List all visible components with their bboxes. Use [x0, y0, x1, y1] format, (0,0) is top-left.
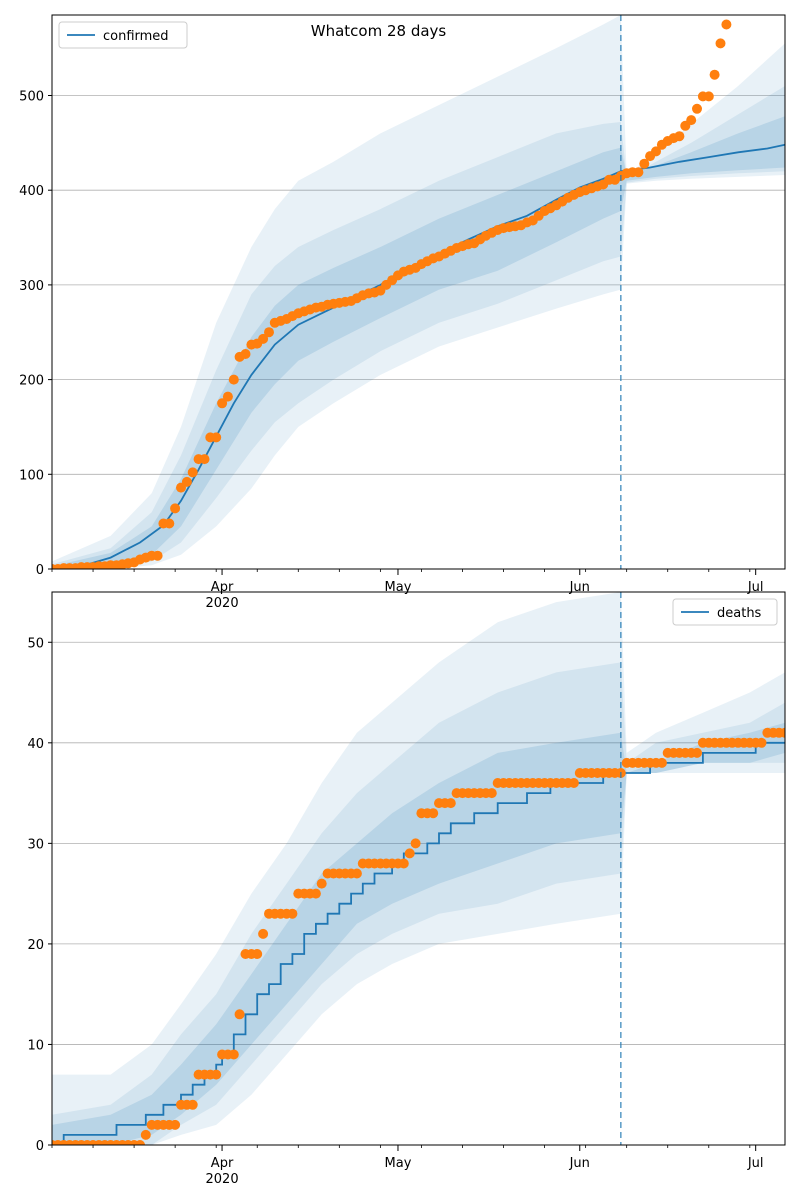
- observed-data-point: [715, 38, 726, 49]
- observed-data-point: [187, 467, 198, 478]
- y-tick-label: 30: [27, 837, 44, 852]
- observed-data-point: [258, 333, 269, 344]
- axes-frame: [51, 14, 786, 570]
- legend-box: [672, 598, 778, 626]
- y-tick-label: 100: [19, 468, 44, 483]
- x-tick-label: Jun: [569, 1156, 590, 1171]
- observed-data-point: [486, 788, 497, 799]
- observed-data-point: [170, 1119, 181, 1130]
- observed-data-point: [351, 868, 362, 879]
- observed-data-point: [410, 838, 421, 849]
- y-tick-label: 40: [27, 737, 44, 752]
- observed-data-point: [445, 798, 456, 809]
- observed-data-point: [692, 103, 702, 114]
- x-tick-label: Jul: [747, 1156, 764, 1171]
- x-tick-label: May: [385, 580, 412, 595]
- observed-data-point: [152, 550, 163, 561]
- y-tick-label: 0: [36, 563, 44, 578]
- y-tick-label: 0: [36, 1139, 44, 1154]
- observed-data-point: [674, 131, 685, 142]
- observed-data-point: [217, 398, 228, 409]
- y-tick-label: 200: [19, 374, 44, 389]
- observed-data-point: [170, 503, 181, 514]
- observed-data-point: [633, 167, 644, 178]
- uncertainty-band-outer: [52, 592, 785, 1145]
- uncertainty-band-inner: [52, 116, 785, 569]
- observed-data-point: [135, 1140, 145, 1145]
- observed-data-point: [310, 888, 321, 899]
- uncertainty-band-middle: [52, 86, 785, 569]
- observed-data-point: [252, 949, 263, 959]
- observed-data-point: [316, 878, 327, 889]
- observed-data-point: [258, 928, 269, 939]
- observed-data-point: [686, 115, 697, 126]
- observed-data-point: [568, 778, 579, 788]
- y-tick-label: 300: [19, 279, 44, 294]
- observed-data-point: [181, 476, 192, 487]
- observed-data-point: [228, 374, 239, 385]
- observed-data-point: [287, 908, 298, 919]
- observed-data-point: [222, 391, 233, 402]
- plot-area: [52, 15, 785, 569]
- observed-data-point: [240, 349, 251, 359]
- chart-title: Whatcom 28 days: [311, 22, 447, 40]
- x-tick-label: Apr: [211, 580, 234, 595]
- observed-data-point: [187, 1099, 198, 1110]
- x-tick-label: Jul: [747, 580, 764, 595]
- legend-label: confirmed: [103, 29, 169, 44]
- uncertainty-band-inner: [52, 722, 785, 1145]
- y-tick-label: 400: [19, 184, 44, 199]
- observed-data-point: [199, 454, 210, 465]
- y-tick-label: 20: [27, 938, 44, 953]
- x-tick-sublabel: 2020: [206, 1172, 239, 1187]
- legend-box: [58, 21, 188, 49]
- axes-frame: [51, 591, 786, 1146]
- observed-data-point: [709, 69, 720, 80]
- observed-data-point: [264, 327, 274, 338]
- observed-data-point: [428, 808, 439, 819]
- y-tick-label: 500: [19, 89, 44, 104]
- observed-data-point: [211, 432, 222, 443]
- observed-data-point: [692, 747, 702, 758]
- uncertainty-band-outer: [52, 15, 785, 569]
- x-tick-label: Jun: [569, 580, 590, 595]
- observed-data-point: [234, 1009, 245, 1020]
- observed-data-point: [140, 1129, 151, 1140]
- observed-data-point: [780, 727, 785, 738]
- observed-data-point: [721, 19, 732, 30]
- y-tick-label: 50: [27, 636, 44, 651]
- y-tick-label: 10: [27, 1038, 44, 1053]
- observed-data-point: [398, 858, 409, 869]
- observed-data-point: [639, 158, 650, 169]
- observed-data-point: [404, 848, 415, 859]
- observed-data-point: [703, 91, 714, 102]
- observed-data-point: [756, 737, 767, 748]
- observed-data-point: [656, 757, 667, 768]
- legend-label: deaths: [717, 606, 762, 621]
- x-tick-label: Apr: [211, 1156, 234, 1171]
- observed-data-point: [211, 1069, 222, 1080]
- x-tick-label: May: [385, 1156, 412, 1171]
- x-tick-sublabel: 2020: [206, 596, 239, 611]
- plot-area: [52, 592, 785, 1145]
- series-step-deaths: [52, 741, 785, 1145]
- observed-data-point: [228, 1049, 239, 1060]
- observed-data-point: [651, 146, 661, 157]
- observed-data-point: [164, 518, 175, 529]
